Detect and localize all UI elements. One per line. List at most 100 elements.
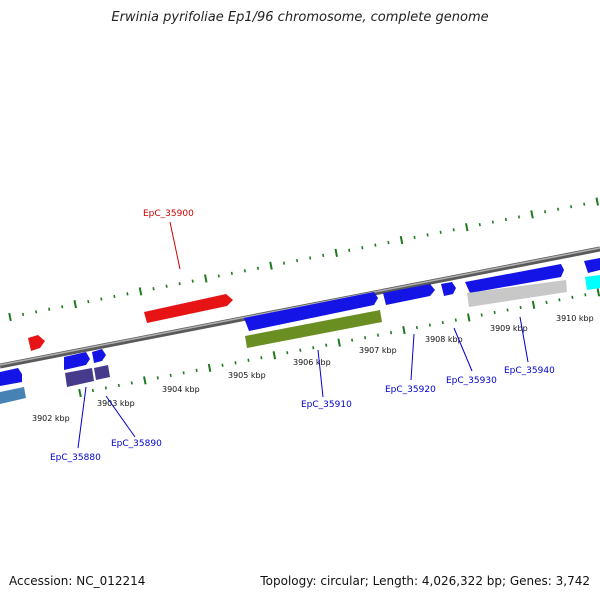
cds-feature[interactable] [0, 387, 26, 404]
minor-tick [247, 358, 250, 362]
major-tick [138, 287, 143, 296]
minor-tick [493, 310, 496, 315]
lower-features [0, 275, 600, 404]
gene-label-epc-35900[interactable]: EpC_35900 [143, 209, 194, 219]
minor-tick [61, 305, 64, 309]
gene-label-epc-35930[interactable]: EpC_35930 [446, 376, 497, 386]
map-title: Erwinia pyrifoliae Ep1/96 chromosome, co… [111, 10, 489, 25]
minor-tick [478, 223, 481, 227]
minor-tick [583, 202, 586, 206]
minor-tick [570, 205, 573, 209]
cds-feature[interactable] [65, 368, 94, 387]
major-tick [207, 363, 212, 372]
scale-labels: 3902 kbp 3903 kbp 3904 kbp 3905 kbp 3906… [32, 314, 594, 423]
gene-label-epc-35910[interactable]: EpC_35910 [301, 400, 352, 410]
minor-tick [480, 313, 483, 317]
minor-tick [178, 282, 181, 286]
minor-tick [517, 215, 520, 219]
minor-tick [104, 386, 107, 390]
major-tick [204, 274, 208, 283]
minor-tick [544, 210, 547, 214]
minor-tick [325, 343, 328, 347]
gene-feature[interactable] [383, 284, 435, 305]
minor-tick [191, 279, 194, 283]
callout-lines [77, 221, 529, 449]
major-tick [143, 376, 147, 385]
major-tick [595, 197, 599, 206]
minor-tick [413, 235, 416, 240]
cds-feature[interactable] [94, 365, 110, 380]
scale-label: 3909 kbp [490, 324, 528, 333]
minor-tick [452, 228, 455, 232]
minor-tick [348, 248, 351, 252]
major-tick [465, 223, 469, 232]
major-tick [402, 326, 406, 335]
minor-tick [426, 233, 429, 237]
gene-feature[interactable] [28, 335, 45, 351]
minor-tick [221, 363, 224, 367]
minor-tick [48, 307, 51, 311]
minor-tick [130, 381, 133, 385]
gene-feature[interactable] [92, 349, 106, 363]
minor-tick [87, 299, 90, 304]
gene-label-epc-35920[interactable]: EpC_35920 [385, 385, 436, 395]
major-tick [467, 313, 471, 322]
cds-feature[interactable] [585, 275, 600, 290]
cds-feature[interactable] [467, 280, 567, 307]
minor-tick [256, 266, 259, 270]
minor-tick [504, 217, 507, 222]
minor-tick [519, 305, 522, 310]
gene-feature[interactable] [244, 292, 378, 331]
minor-tick [182, 371, 185, 375]
major-tick [334, 248, 338, 257]
minor-tick [571, 295, 574, 299]
gene-feature[interactable] [584, 258, 600, 273]
minor-tick [428, 323, 431, 327]
minor-tick [439, 230, 442, 234]
gene-feature-epc-35900[interactable] [144, 294, 233, 323]
minor-tick [491, 220, 494, 224]
minor-tick [361, 246, 364, 250]
gene-feature[interactable] [0, 368, 22, 386]
minor-tick [165, 284, 168, 288]
minor-tick [351, 338, 354, 342]
minor-tick [506, 308, 509, 312]
scale-label: 3902 kbp [32, 414, 70, 423]
minor-tick [283, 261, 286, 265]
minor-tick [156, 376, 159, 380]
gene-label-epc-35940[interactable]: EpC_35940 [504, 366, 555, 376]
major-tick [531, 300, 536, 309]
cds-feature[interactable] [245, 310, 382, 348]
scale-label: 3907 kbp [359, 346, 397, 355]
minor-tick [286, 351, 289, 355]
minor-tick [441, 320, 444, 325]
gene-label-epc-35880[interactable]: EpC_35880 [50, 453, 101, 463]
minor-tick [387, 240, 390, 245]
gene-feature[interactable] [441, 282, 456, 296]
minor-tick [312, 346, 315, 350]
major-tick [8, 312, 12, 322]
gene-feature[interactable] [465, 264, 564, 293]
upper-features [0, 258, 600, 386]
minor-tick [91, 388, 94, 393]
minor-tick [152, 287, 155, 291]
minor-tick [217, 274, 220, 278]
scale-label: 3910 kbp [556, 314, 594, 323]
scale-label: 3904 kbp [162, 385, 200, 394]
major-tick [530, 210, 534, 219]
major-tick [596, 288, 600, 297]
minor-tick [557, 207, 560, 211]
minor-tick [389, 330, 393, 335]
gene-feature[interactable] [64, 352, 90, 370]
minor-tick [454, 318, 457, 322]
minor-tick [22, 312, 25, 317]
minor-tick [230, 271, 233, 276]
scale-label: 3908 kbp [425, 335, 463, 344]
major-tick [73, 300, 77, 309]
minor-tick [234, 361, 237, 365]
gene-label-epc-35890[interactable]: EpC_35890 [111, 439, 162, 449]
genome-summary: Topology: circular; Length: 4,026,322 bp… [260, 574, 590, 588]
gene-labels: EpC_35900 EpC_35880 EpC_35890 EpC_35910 … [50, 209, 555, 463]
minor-tick [296, 258, 299, 263]
